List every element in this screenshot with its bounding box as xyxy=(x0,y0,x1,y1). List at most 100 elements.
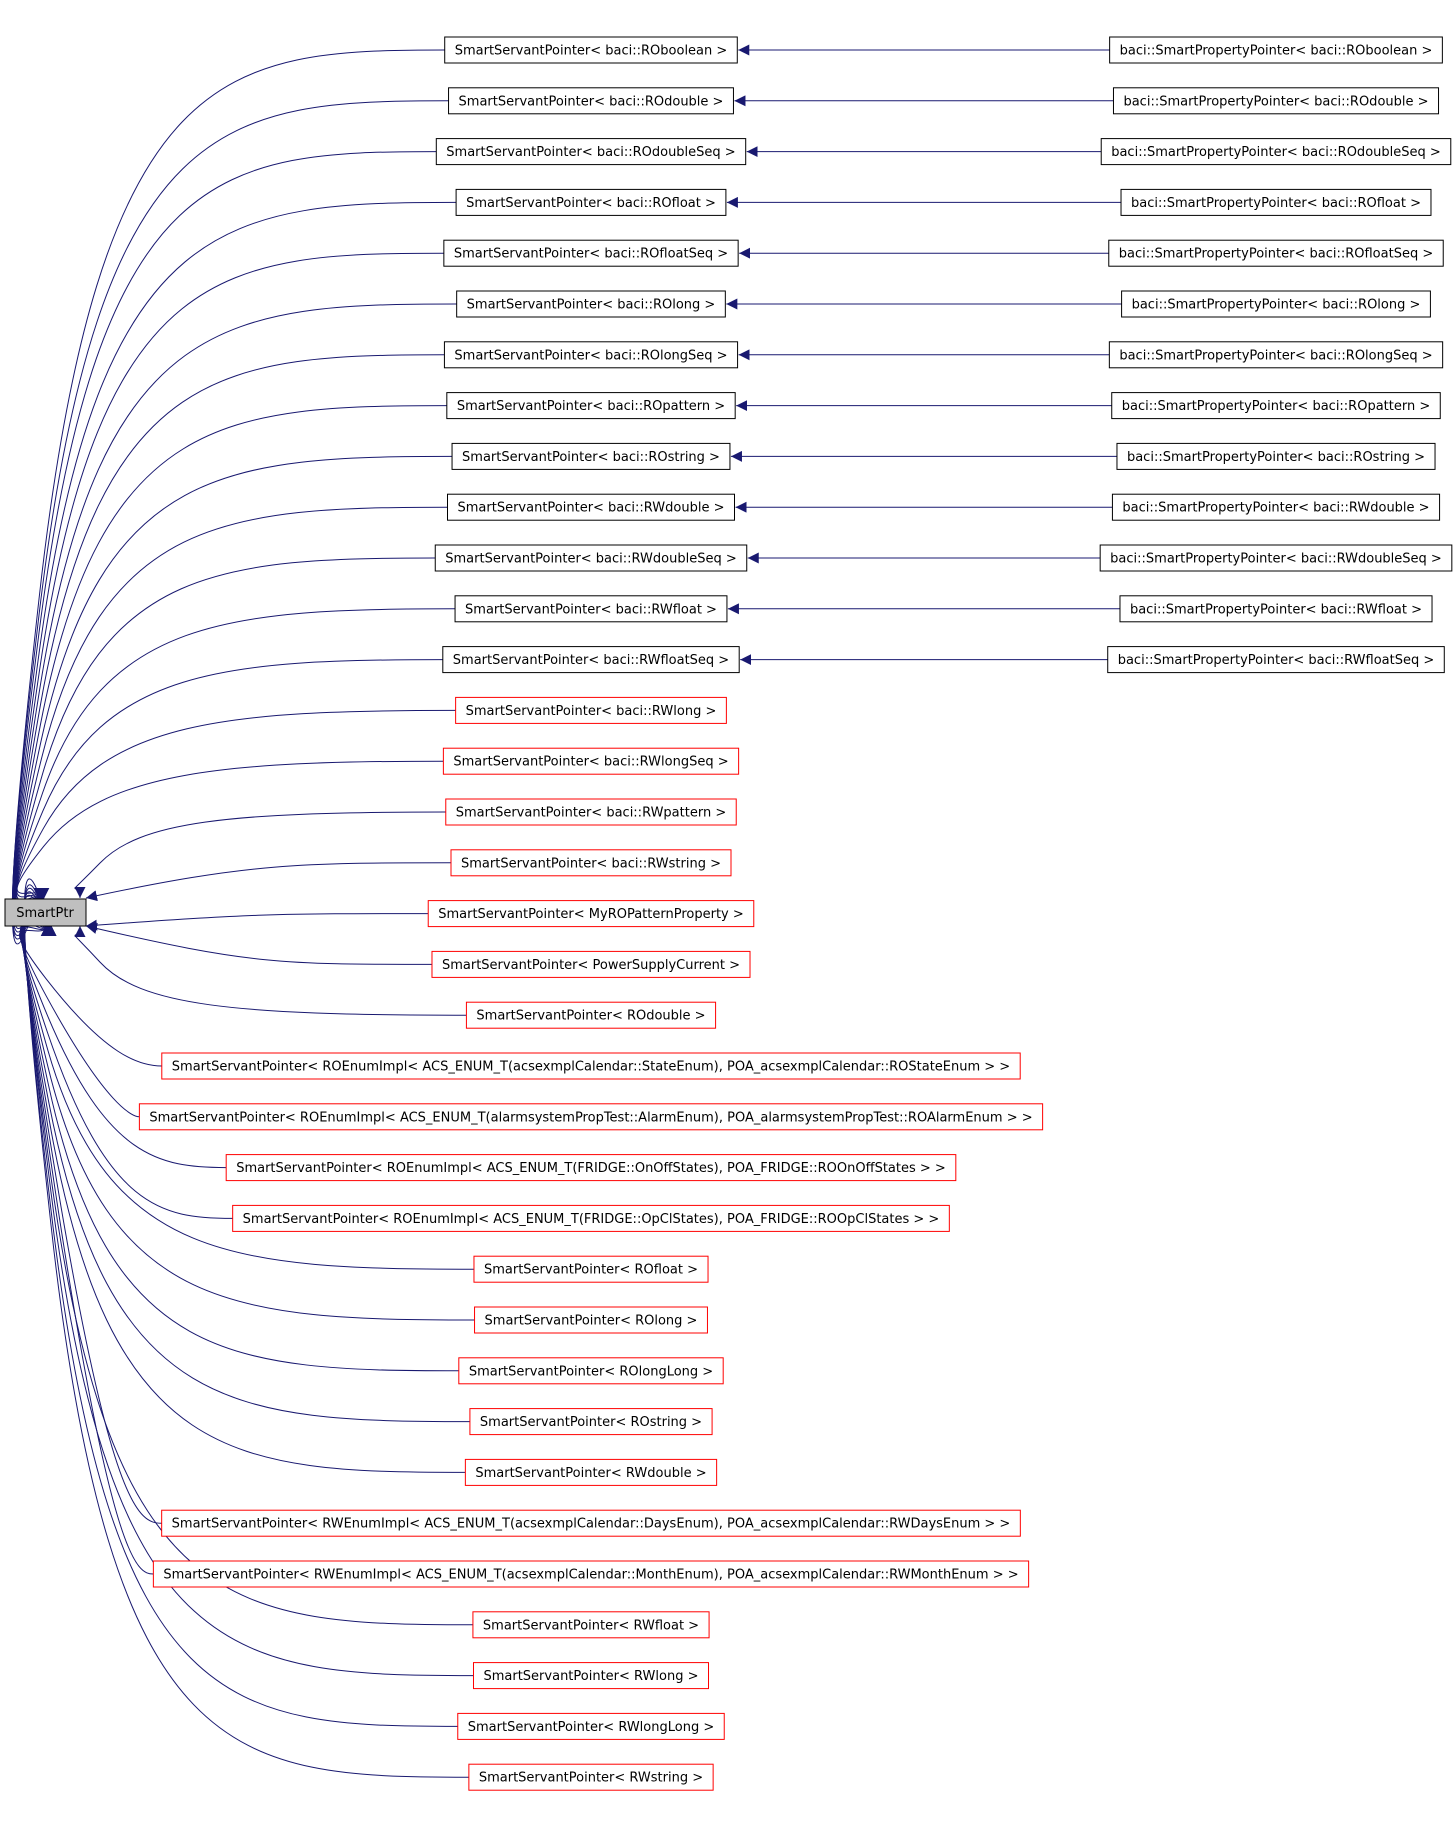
inheritance-edge xyxy=(16,760,444,900)
property-pointer-node[interactable]: baci::SmartPropertyPointer< baci::ROfloa… xyxy=(1108,239,1444,267)
derived-node[interactable]: SmartServantPointer< baci::ROstring > xyxy=(451,442,731,470)
derived-node[interactable]: SmartServantPointer< ROEnumImpl< ACS_ENU… xyxy=(161,1052,1021,1080)
derived-node-box xyxy=(434,544,748,572)
property-pointer-node-label: baci::SmartPropertyPointer< baci::RWfloa… xyxy=(1118,653,1435,668)
derived-node[interactable]: SmartServantPointer< RWlongLong > xyxy=(457,1712,725,1740)
derived-node-label: SmartServantPointer< ROEnumImpl< ACS_ENU… xyxy=(236,1161,946,1176)
derived-node-box xyxy=(443,341,739,369)
derived-node-label: SmartServantPointer< RWfloat > xyxy=(483,1618,699,1633)
derived-node-label: SmartServantPointer< MyROPatternProperty… xyxy=(438,907,744,922)
derived-node[interactable]: SmartServantPointer< ROlongLong > xyxy=(458,1357,724,1385)
derived-node-box xyxy=(445,798,737,826)
derived-node[interactable]: SmartServantPointer< baci::RWstring > xyxy=(450,849,732,877)
property-pointer-node[interactable]: baci::SmartPropertyPointer< baci::ROfloa… xyxy=(1120,188,1432,216)
derived-node-box xyxy=(468,1763,714,1791)
property-pointer-node[interactable]: baci::SmartPropertyPointer< baci::ROlong… xyxy=(1121,290,1431,318)
property-pointer-node[interactable]: baci::SmartPropertyPointer< baci::RObool… xyxy=(1109,36,1443,64)
derived-node-box xyxy=(446,392,736,420)
derived-node-box xyxy=(152,1560,1030,1588)
property-pointer-node-box xyxy=(1120,188,1432,216)
derived-node[interactable]: SmartServantPointer< RWEnumImpl< ACS_ENU… xyxy=(161,1509,1021,1537)
derived-node-box xyxy=(456,290,726,318)
derived-node[interactable]: SmartServantPointer< baci::ROdouble > xyxy=(448,87,734,115)
derived-node[interactable]: SmartServantPointer< baci::RWfloat > xyxy=(454,595,728,623)
derived-node[interactable]: SmartServantPointer< PowerSupplyCurrent … xyxy=(431,950,751,978)
inheritance-edge xyxy=(13,303,457,926)
property-pointer-node-label: baci::SmartPropertyPointer< baci::ROpatt… xyxy=(1122,399,1431,414)
derived-node-box xyxy=(455,696,727,724)
property-pointer-node[interactable]: baci::SmartPropertyPointer< baci::ROstri… xyxy=(1116,442,1436,470)
derived-node[interactable]: SmartServantPointer< RWfloat > xyxy=(472,1611,710,1639)
derived-node-box xyxy=(447,493,735,521)
inheritance-edge xyxy=(74,925,467,1016)
derived-node-label: SmartServantPointer< baci::ROboolean > xyxy=(455,44,728,59)
derived-node[interactable]: SmartServantPointer< RWEnumImpl< ACS_ENU… xyxy=(152,1560,1030,1588)
derived-node[interactable]: SmartServantPointer< RWlong > xyxy=(472,1662,710,1690)
derived-node[interactable]: SmartServantPointer< baci::ROlong > xyxy=(456,290,726,318)
inheritance-edge xyxy=(15,608,456,905)
property-pointer-node[interactable]: baci::SmartPropertyPointer< baci::ROdoub… xyxy=(1100,138,1452,166)
property-pointer-node-box xyxy=(1112,87,1440,115)
derived-node[interactable]: SmartServantPointer< RWstring > xyxy=(468,1763,714,1791)
derived-node[interactable]: SmartServantPointer< ROfloat > xyxy=(473,1255,709,1283)
property-pointer-node-box xyxy=(1111,493,1441,521)
derived-node-label: SmartServantPointer< baci::ROlong > xyxy=(467,298,716,313)
property-pointer-node[interactable]: baci::SmartPropertyPointer< baci::RWdoub… xyxy=(1099,544,1453,572)
derived-node[interactable]: SmartServantPointer< baci::ROfloatSeq > xyxy=(443,239,739,267)
derived-node[interactable]: SmartServantPointer< baci::RWlong > xyxy=(455,696,727,724)
derived-node[interactable]: SmartServantPointer< ROstring > xyxy=(469,1408,713,1436)
derived-node-label: SmartServantPointer< baci::ROdoubleSeq > xyxy=(446,145,735,160)
derived-node[interactable]: SmartServantPointer< ROdouble > xyxy=(465,1001,717,1029)
derived-node[interactable]: SmartServantPointer< baci::RWlongSeq > xyxy=(442,747,740,775)
derived-node-box xyxy=(465,1001,717,1029)
derived-node[interactable]: SmartServantPointer< baci::RWpattern > xyxy=(445,798,737,826)
derived-node[interactable]: SmartServantPointer< ROEnumImpl< ACS_ENU… xyxy=(232,1204,950,1232)
derived-node-label: SmartServantPointer< ROlong > xyxy=(485,1314,698,1329)
derived-node-label: SmartServantPointer< ROfloat > xyxy=(484,1263,698,1278)
property-pointer-node-label: baci::SmartPropertyPointer< baci::ROfloa… xyxy=(1131,196,1421,211)
derived-node[interactable]: SmartServantPointer< baci::RWdouble > xyxy=(447,493,735,521)
derived-node-box xyxy=(454,595,728,623)
derived-node-box xyxy=(472,1662,710,1690)
derived-node[interactable]: SmartServantPointer< baci::RWfloatSeq > xyxy=(442,646,740,674)
derived-node-label: SmartServantPointer< baci::ROlongSeq > xyxy=(454,348,727,363)
derived-node[interactable]: SmartServantPointer< baci::RWdoubleSeq > xyxy=(434,544,748,572)
property-pointer-node[interactable]: baci::SmartPropertyPointer< baci::ROlong… xyxy=(1108,341,1444,369)
inheritance-edge xyxy=(22,901,466,1473)
derived-node[interactable]: SmartServantPointer< baci::ROdoubleSeq > xyxy=(435,138,747,166)
derived-node-label: SmartServantPointer< baci::RWfloat > xyxy=(465,602,717,617)
property-pointer-node[interactable]: baci::SmartPropertyPointer< baci::RWdoub… xyxy=(1111,493,1441,521)
derived-node[interactable]: SmartServantPointer< ROEnumImpl< ACS_ENU… xyxy=(225,1154,957,1182)
inheritance-edge xyxy=(85,862,452,902)
property-pointer-node[interactable]: baci::SmartPropertyPointer< baci::RWfloa… xyxy=(1119,595,1433,623)
inheritance-edge xyxy=(15,659,443,901)
inheritance-edge xyxy=(11,100,449,940)
derived-node[interactable]: SmartServantPointer< baci::ROfloat > xyxy=(455,188,727,216)
property-pointer-node-label: baci::SmartPropertyPointer< baci::ROlong… xyxy=(1132,298,1421,313)
property-pointer-node-label: baci::SmartPropertyPointer< baci::ROlong… xyxy=(1119,348,1432,363)
derived-node[interactable]: SmartServantPointer< RWdouble > xyxy=(464,1458,718,1486)
inheritance-edge xyxy=(15,557,436,908)
derived-node-box xyxy=(442,646,740,674)
derived-node[interactable]: SmartServantPointer< baci::ROlongSeq > xyxy=(443,341,739,369)
derived-node[interactable]: SmartServantPointer< ROlong > xyxy=(474,1306,708,1334)
property-pointer-node[interactable]: baci::SmartPropertyPointer< baci::RWfloa… xyxy=(1107,646,1445,674)
property-pointer-node[interactable]: baci::SmartPropertyPointer< baci::ROpatt… xyxy=(1111,392,1441,420)
derived-node[interactable]: SmartServantPointer< MyROPatternProperty… xyxy=(427,900,755,928)
property-pointer-node[interactable]: baci::SmartPropertyPointer< baci::ROdoub… xyxy=(1112,87,1440,115)
derived-node-box xyxy=(443,239,739,267)
derived-node-box xyxy=(138,1103,1044,1131)
derived-node-box xyxy=(161,1509,1021,1537)
derived-node[interactable]: SmartServantPointer< baci::ROboolean > xyxy=(444,36,738,64)
derived-node[interactable]: SmartServantPointer< baci::ROpattern > xyxy=(446,392,736,420)
derived-node[interactable]: SmartServantPointer< ROEnumImpl< ACS_ENU… xyxy=(138,1103,1044,1131)
root-node-smartptr[interactable]: SmartPtr xyxy=(4,898,87,927)
derived-node-box xyxy=(474,1306,708,1334)
derived-node-label: SmartServantPointer< RWstring > xyxy=(479,1771,703,1786)
derived-node-label: SmartServantPointer< baci::RWdoubleSeq > xyxy=(445,552,737,567)
property-pointer-node-box xyxy=(1099,544,1453,572)
inheritance-edge xyxy=(19,924,140,1118)
property-pointer-node-box xyxy=(1116,442,1436,470)
derived-node-label: SmartServantPointer< baci::ROdouble > xyxy=(459,94,724,109)
